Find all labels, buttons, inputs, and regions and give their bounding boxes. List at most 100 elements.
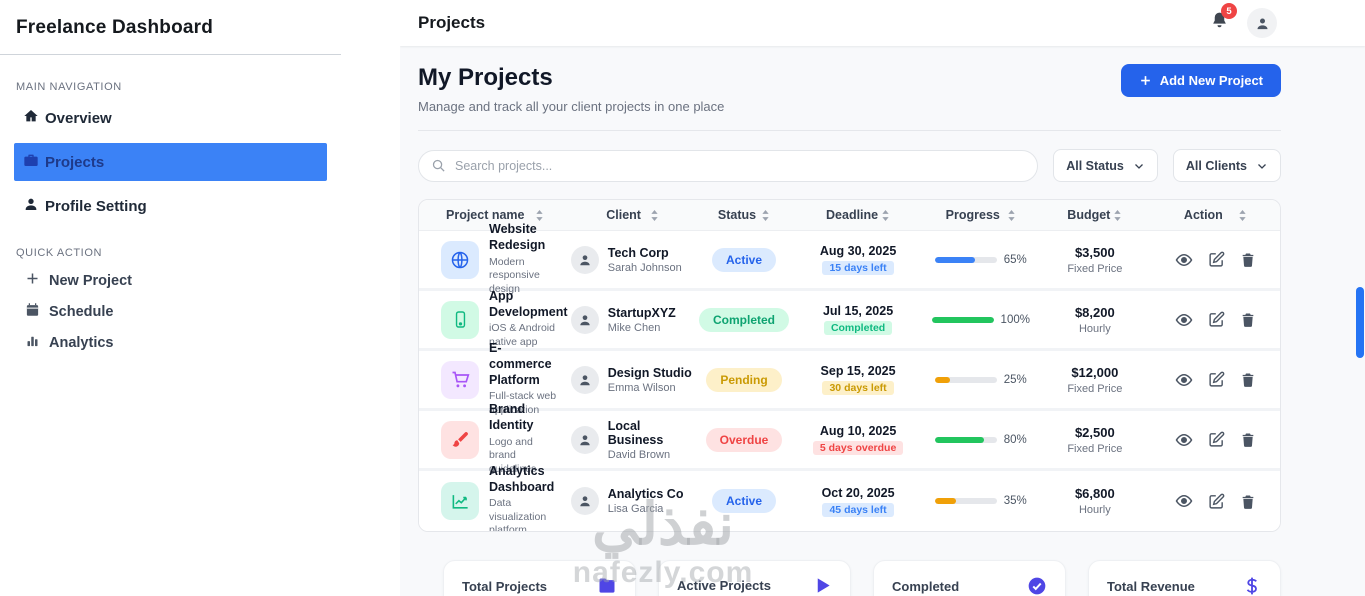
play-icon: [817, 578, 830, 593]
sort-icon: [651, 209, 658, 221]
delete-button[interactable]: [1240, 311, 1256, 328]
view-button[interactable]: [1175, 311, 1193, 329]
progress-value: 25%: [1003, 373, 1027, 386]
quick-action-label: Schedule: [49, 303, 114, 320]
client-contact: David Brown: [607, 448, 671, 461]
edit-icon: [1209, 371, 1225, 387]
budget-amount: $8,200: [1074, 304, 1115, 320]
shopping-cart-icon: [441, 360, 479, 399]
add-button-label: Add New Project: [1159, 73, 1263, 88]
view-button[interactable]: [1175, 371, 1193, 389]
column-header-progress[interactable]: Progress: [923, 208, 1039, 222]
person-icon: [580, 314, 590, 325]
budget-type: Fixed Price: [1067, 262, 1123, 275]
bell-icon: [1210, 12, 1229, 34]
column-header-action[interactable]: Action: [1151, 208, 1280, 222]
plus-icon: [1140, 76, 1150, 85]
delete-button[interactable]: [1240, 493, 1256, 510]
project-description: Modern responsive design: [489, 255, 540, 295]
sort-icon: [1008, 209, 1015, 221]
column-header-client[interactable]: Client: [557, 208, 695, 222]
stat-card-total-revenue: Total Revenue $33K: [1088, 560, 1281, 596]
project-name: Website Redesign: [489, 222, 546, 253]
quick-action-schedule[interactable]: Schedule: [15, 296, 326, 327]
delete-button[interactable]: [1240, 431, 1256, 448]
sort-icon: [882, 209, 889, 221]
sidebar-item-projects[interactable]: Projects: [14, 143, 327, 181]
column-header-deadline[interactable]: Deadline: [794, 208, 923, 222]
project-name: Analytics Dashboard: [489, 463, 555, 494]
add-new-project-button[interactable]: Add New Project: [1120, 64, 1281, 97]
status-badge: Completed: [698, 307, 789, 332]
table-row: E-commerce Platform Full-stack web appli…: [419, 341, 1280, 416]
quick-action-analytics[interactable]: Analytics: [15, 327, 326, 358]
view-button[interactable]: [1175, 492, 1193, 510]
plus-icon: [25, 271, 40, 290]
edit-icon: [1209, 311, 1225, 327]
client-avatar: [570, 245, 599, 274]
client-contact: Mike Chen: [607, 321, 661, 334]
sort-icon: [535, 209, 543, 221]
progress-bar: [934, 256, 997, 263]
page-subtitle: Manage and track all your client project…: [418, 99, 725, 114]
progress-value: 100%: [1000, 313, 1030, 326]
chevron-down-icon: [1258, 163, 1266, 169]
user-avatar[interactable]: [1247, 8, 1277, 38]
status-filter-select[interactable]: All Status: [1053, 149, 1158, 182]
edit-button[interactable]: [1208, 311, 1225, 328]
status-badge: Active: [711, 247, 777, 272]
delete-button[interactable]: [1240, 251, 1256, 268]
sidebar-item-overview[interactable]: Overview: [15, 99, 326, 137]
table-header-row: Project name Client Status Deadline Prog…: [419, 200, 1280, 231]
edit-icon: [1209, 431, 1225, 447]
edit-button[interactable]: [1208, 251, 1225, 268]
main-navigation: MAIN NAVIGATION Overview Projects Profil…: [0, 55, 341, 358]
edit-button[interactable]: [1208, 371, 1225, 388]
column-header-project-name[interactable]: Project name: [419, 208, 557, 222]
person-icon: [580, 434, 590, 445]
table-row: App Development iOS & Android native app…: [419, 289, 1280, 351]
client-avatar: [570, 425, 599, 454]
client-contact: Sarah Johnson: [607, 261, 682, 274]
check-circle-icon: [1028, 577, 1046, 595]
progress-bar: [931, 316, 994, 323]
globe-icon: [441, 240, 479, 279]
view-button[interactable]: [1175, 251, 1193, 269]
edit-icon: [1209, 493, 1225, 509]
table-row: Analytics Dashboard Data visualization p…: [419, 464, 1280, 531]
edit-button[interactable]: [1208, 431, 1225, 448]
clients-filter-select[interactable]: All Clients: [1172, 149, 1281, 182]
home-icon: [23, 108, 39, 128]
edit-icon: [1209, 251, 1225, 267]
stat-label: Total Projects: [462, 578, 548, 594]
quick-action-new-project[interactable]: New Project: [15, 265, 326, 296]
status-filter-value: All Status: [1066, 158, 1124, 173]
sort-icon: [1114, 209, 1122, 221]
deadline-note: 5 days overdue: [812, 441, 904, 455]
bar-chart-icon: [25, 333, 40, 352]
budget-type: Hourly: [1078, 504, 1111, 516]
client-contact: Emma Wilson: [607, 381, 676, 394]
main-area: Projects 5 My Projects Manage and track …: [400, 0, 1365, 596]
person-icon: [580, 374, 590, 385]
view-button[interactable]: [1175, 431, 1193, 449]
trash-icon: [1242, 373, 1254, 387]
page-title: My Projects: [418, 64, 553, 91]
scrollbar-thumb[interactable]: [1356, 287, 1364, 358]
progress-bar: [934, 498, 997, 504]
notifications-button[interactable]: 5: [1210, 3, 1237, 35]
progress-value: 80%: [1003, 433, 1027, 446]
sidebar-item-label: Overview: [45, 109, 112, 127]
column-header-status[interactable]: Status: [695, 208, 794, 222]
search-input[interactable]: [418, 149, 1039, 182]
smartphone-icon: [441, 300, 479, 339]
sidebar-item-profile-setting[interactable]: Profile Setting: [15, 187, 326, 225]
edit-button[interactable]: [1208, 493, 1225, 510]
eye-icon: [1175, 373, 1193, 386]
client-avatar: [570, 305, 599, 334]
budget-amount: $6,800: [1074, 486, 1115, 501]
sidebar-item-label: Projects: [45, 153, 105, 171]
project-description: Logo and brand guidelines: [489, 435, 537, 475]
delete-button[interactable]: [1240, 371, 1256, 388]
column-header-budget[interactable]: Budget: [1039, 208, 1151, 222]
